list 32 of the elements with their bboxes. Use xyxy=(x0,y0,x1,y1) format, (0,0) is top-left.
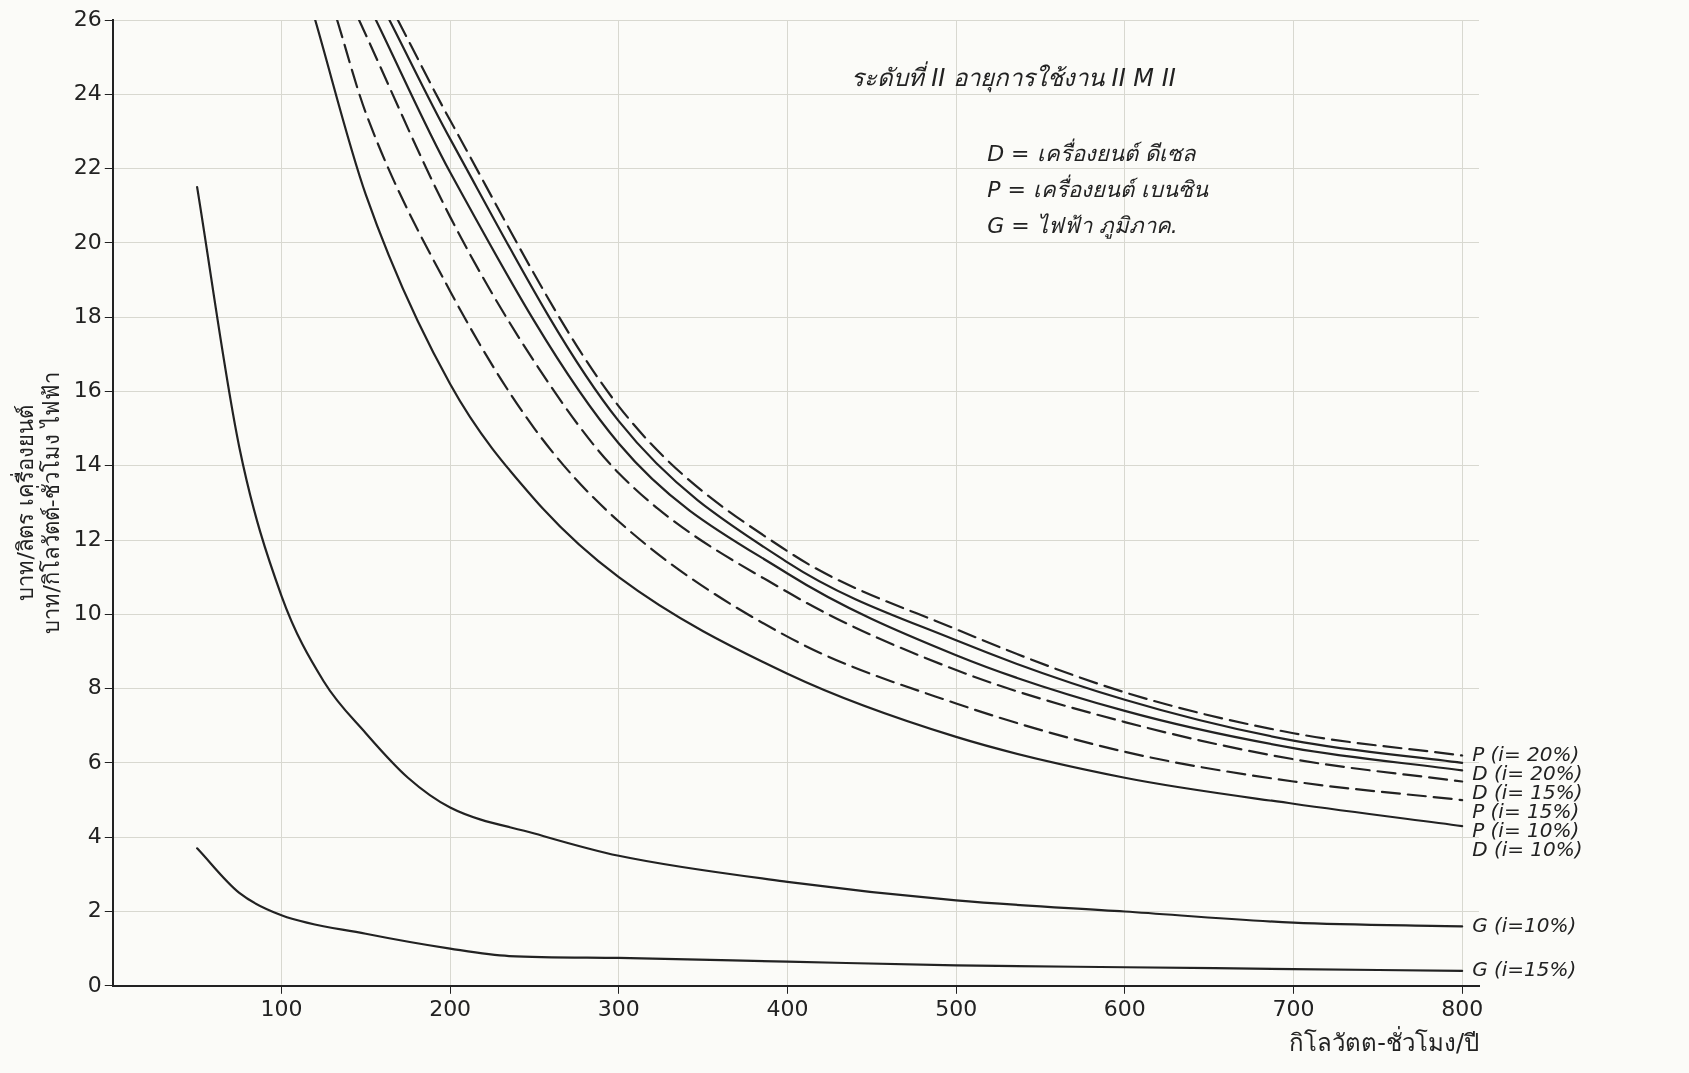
y-tick-label: 6 xyxy=(87,748,102,774)
x-tick-label: 400 xyxy=(766,995,809,1021)
annotation: D = เครื่องยนต์ ดีเซล xyxy=(987,137,1197,166)
y-tick-label: 18 xyxy=(73,302,102,328)
annotation: P = เครื่องยนต์ เบนซิน xyxy=(987,173,1209,202)
y-axis-title: บาท/ลิตร เครื่องยนต์ บาท/กิโลวัตต์-ชั่วโมง ไฟฟ้า xyxy=(9,372,65,634)
y-tick-label: 4 xyxy=(87,822,102,848)
y-tick-label: 8 xyxy=(87,674,102,700)
text: ระดับที่ II อายุการใช้งาน II M II xyxy=(850,61,1176,94)
y-tick-label: 24 xyxy=(73,80,102,106)
x-tick-label: 300 xyxy=(597,995,640,1021)
series-label: G (i=15%) xyxy=(1472,957,1577,982)
y-tick-label: 10 xyxy=(73,600,102,626)
x-tick-label: 700 xyxy=(1272,995,1315,1021)
y-tick-label: 12 xyxy=(73,525,102,551)
x-tick-label: 500 xyxy=(935,995,978,1021)
series-label: P (i= 20%) xyxy=(1472,741,1580,766)
y-tick-label: 22 xyxy=(73,154,102,180)
x-axis-title: กิโลวัตต-ชั่วโมง/ปี xyxy=(1289,1025,1479,1057)
annotation: G = ไฟฟ้า ภูมิภาค. xyxy=(987,212,1178,239)
y-tick-label: 14 xyxy=(73,451,102,477)
y-tick-label: 20 xyxy=(73,228,102,254)
y-tick-label: 16 xyxy=(73,377,102,403)
y-tick-label: 2 xyxy=(87,897,102,923)
y-tick-label: 0 xyxy=(87,971,102,997)
series-label: G (i=10%) xyxy=(1472,912,1577,937)
x-tick-label: 100 xyxy=(260,995,303,1021)
x-tick-label: 600 xyxy=(1103,995,1146,1021)
line-series xyxy=(196,847,1464,973)
x-tick-label: 200 xyxy=(429,995,472,1021)
x-tick-label: 800 xyxy=(1441,995,1484,1021)
y-tick-label: 26 xyxy=(73,5,102,31)
